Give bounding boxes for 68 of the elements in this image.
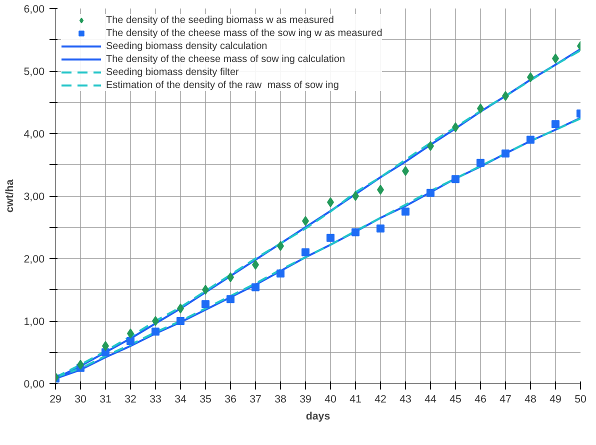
point (352, 191, 359, 201)
point (277, 241, 284, 251)
point (102, 341, 109, 351)
point (202, 300, 210, 308)
x-tick-label: 29 (50, 394, 62, 406)
legend-label: Seeding biomass density calculation (106, 40, 268, 52)
x-tick-label: 33 (150, 394, 162, 406)
point (477, 104, 484, 114)
y-tick-label: 1,00 (24, 316, 45, 328)
point (352, 228, 360, 236)
point (502, 150, 510, 158)
x-tick-label: 41 (350, 394, 362, 406)
x-tick-label: 49 (550, 394, 562, 406)
point (152, 316, 159, 326)
x-tick-label: 35 (200, 394, 212, 406)
point (552, 120, 560, 128)
x-tick-label: 48 (524, 394, 536, 406)
x-tick-label: 36 (224, 394, 236, 406)
point (302, 248, 310, 256)
point (476, 158, 484, 167)
x-tick-label: 45 (450, 394, 462, 406)
x-tick-label: 32 (124, 394, 136, 406)
point (376, 224, 384, 232)
legend-label: The density of the seeding biomass w as measured (106, 14, 334, 26)
x-tick-label: 40 (324, 394, 336, 406)
legend-label: Estimation of the density of the raw mass of sow ing (106, 79, 339, 91)
x-tick-label: 37 (250, 394, 262, 406)
x-tick-label: 50 (574, 394, 586, 406)
x-tick-label: 34 (174, 394, 186, 406)
x-tick-label: 31 (100, 394, 112, 406)
point (427, 141, 434, 151)
x-axis-title: days (306, 410, 330, 422)
legend-label: The density of the cheese mass of the sow ing w as measured (106, 27, 382, 39)
y-tick-label: 4,00 (24, 128, 45, 140)
x-tick-label: 47 (500, 394, 512, 406)
y-tick-label: 5,00 (24, 66, 45, 78)
point (177, 304, 184, 314)
point (102, 348, 110, 356)
point (176, 317, 184, 325)
point (126, 337, 134, 345)
point (152, 328, 160, 336)
point (426, 188, 434, 197)
point (452, 175, 460, 184)
point (252, 283, 260, 292)
x-tick-label: 30 (74, 394, 86, 406)
x-tick-label: 42 (374, 394, 386, 406)
point (276, 270, 284, 278)
point (302, 216, 309, 226)
point (526, 136, 534, 144)
x-tick-label: 39 (300, 394, 312, 406)
y-tick-label: 6,00 (24, 4, 45, 16)
y-axis-title: cwt/ha (4, 179, 16, 213)
x-tick-label: 46 (474, 394, 486, 406)
y-tick-label: 3,00 (24, 191, 45, 203)
point (552, 54, 559, 64)
legend-label: The density of the cheese mass of sow ing calculation (106, 53, 346, 65)
point (326, 234, 334, 242)
point (402, 166, 409, 176)
point (402, 208, 410, 216)
x-tick-label: 44 (424, 394, 436, 406)
x-tick-label: 43 (400, 394, 412, 406)
x-tick-label: 38 (274, 394, 286, 406)
point (127, 328, 134, 338)
point (226, 295, 234, 304)
legend-label: Seeding biomass density filter (106, 66, 239, 78)
y-tick-label: 0,00 (24, 378, 45, 390)
y-tick-label: 2,00 (24, 254, 45, 266)
point (502, 91, 509, 101)
